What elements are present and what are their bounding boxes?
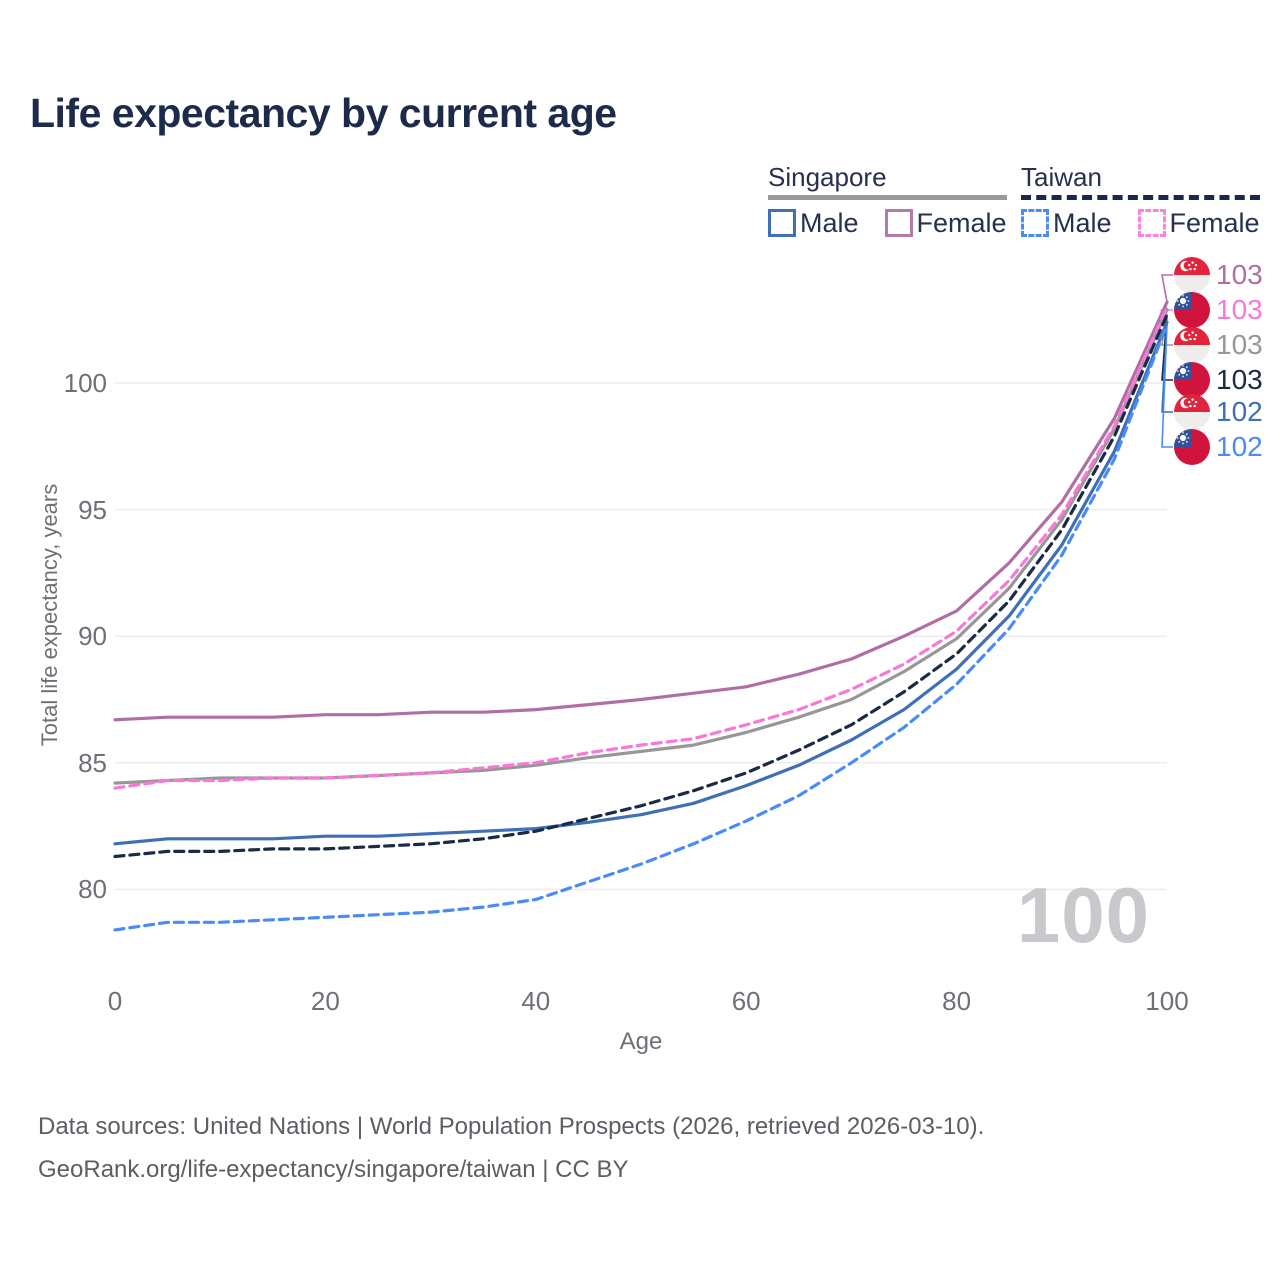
- end-value-singapore-total: 103: [1216, 329, 1263, 360]
- singapore-flag-icon: [1174, 327, 1210, 363]
- y-tick-90: 90: [78, 621, 107, 652]
- legend-header-taiwan: Taiwan: [1021, 162, 1102, 192]
- taiwan-male-line-swatch: [1021, 209, 1049, 238]
- legend-header-singapore: Singapore: [768, 162, 887, 192]
- end-label-row-singapore-total: 103: [1174, 327, 1263, 363]
- series-line-taiwan-male[interactable]: [113, 323, 1169, 932]
- legend-item-taiwan-male[interactable]: Male: [1021, 208, 1112, 239]
- singapore-female-line-swatch: [884, 209, 913, 238]
- x-tick-80: 80: [942, 986, 972, 1016]
- end-label-row-taiwan-female: 103: [1174, 292, 1263, 328]
- end-label-row-taiwan-total: 103: [1174, 362, 1263, 398]
- end-value-taiwan-female: 103: [1216, 294, 1263, 325]
- leader-line-taiwan-total: [1161, 314, 1173, 381]
- x-tick-20: 20: [310, 986, 340, 1016]
- legend-item-singapore-female[interactable]: Female: [884, 207, 1007, 239]
- series-line-singapore-total[interactable]: [113, 308, 1169, 785]
- legend-label-singapore-male: Male: [800, 207, 859, 238]
- y-tick-80: 80: [78, 874, 107, 905]
- taiwan-flag-icon: [1174, 362, 1210, 398]
- y-tick-95: 95: [78, 494, 107, 525]
- leader-line-singapore-female: [1161, 274, 1173, 303]
- singapore-flag-icon: [1174, 257, 1210, 293]
- leader-line-taiwan-male: [1161, 324, 1173, 448]
- end-label-row-singapore-female: 103: [1174, 257, 1263, 293]
- footer: Data sources: United Nations | World Pop…: [38, 1105, 984, 1191]
- legend-item-taiwan-female[interactable]: Female: [1137, 207, 1260, 239]
- footer-attribution: GeoRank.org/life-expectancy/singapore/ta…: [38, 1156, 629, 1183]
- legend-group-taiwan: Taiwan Male Female: [1021, 163, 1260, 239]
- age-counter-watermark: 100: [1016, 871, 1150, 959]
- x-tick-100: 100: [1145, 986, 1189, 1016]
- taiwan-flag-icon: [1174, 292, 1210, 328]
- end-label-row-singapore-male: 102: [1174, 394, 1263, 430]
- legend-label-taiwan-female: Female: [1169, 207, 1260, 238]
- singapore-male-line-swatch: [768, 209, 796, 238]
- legend-label-taiwan-male: Male: [1053, 207, 1112, 238]
- series-line-singapore-male[interactable]: [113, 320, 1169, 846]
- end-value-singapore-male: 102: [1216, 396, 1263, 427]
- end-value-taiwan-male: 102: [1216, 431, 1263, 462]
- x-tick-0: 0: [107, 986, 123, 1016]
- legend-item-singapore-male[interactable]: Male: [768, 208, 859, 239]
- page-title: Life expectancy by current age: [30, 90, 617, 136]
- taiwan-flag-icon: [1174, 429, 1210, 465]
- y-tick-85: 85: [78, 747, 107, 778]
- y-tick-100: 100: [63, 368, 107, 398]
- end-value-taiwan-total: 103: [1216, 364, 1263, 395]
- legend-label-singapore-female: Female: [916, 207, 1007, 238]
- x-tick-40: 40: [521, 986, 551, 1016]
- x-axis-title: Age: [619, 1028, 663, 1055]
- taiwan-total-line-swatch: [1021, 194, 1260, 200]
- singapore-total-line-swatch: [768, 194, 1007, 200]
- series-line-taiwan-female[interactable]: [113, 305, 1169, 790]
- singapore-flag-icon: [1174, 394, 1210, 430]
- footer-data-sources: Data sources: United Nations | World Pop…: [38, 1113, 985, 1140]
- series-line-singapore-female[interactable]: [113, 300, 1169, 722]
- end-value-singapore-female: 103: [1216, 259, 1263, 290]
- end-label-row-taiwan-male: 102: [1174, 429, 1263, 465]
- x-tick-60: 60: [731, 986, 761, 1016]
- legend-group-singapore: Singapore Male Female: [768, 163, 1007, 239]
- taiwan-female-line-swatch: [1137, 209, 1166, 238]
- series-line-taiwan-total[interactable]: [113, 313, 1169, 859]
